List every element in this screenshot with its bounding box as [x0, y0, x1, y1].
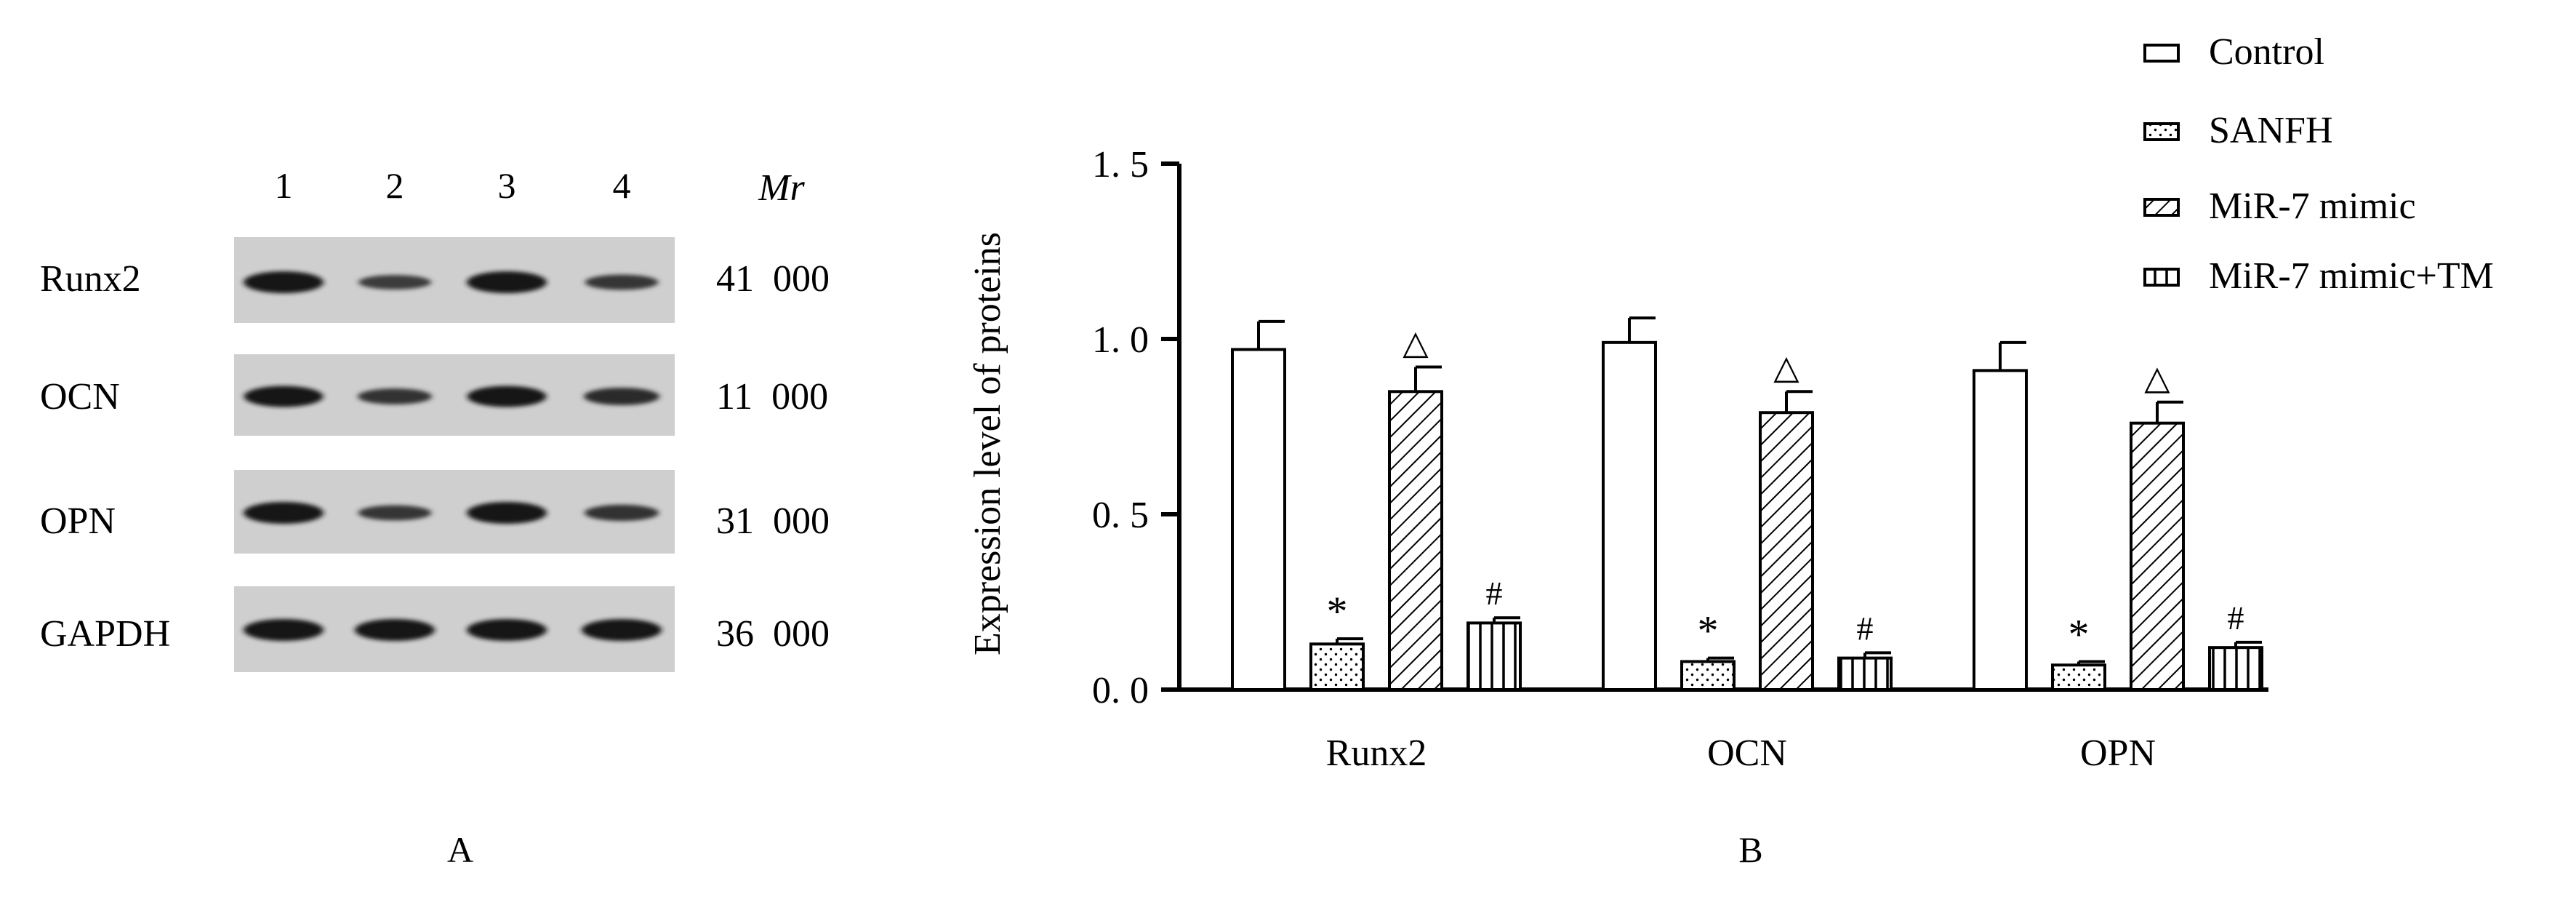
lane-label: 4: [613, 165, 631, 206]
blot-band: [244, 386, 324, 407]
y-tick-label: 1. 5: [1092, 144, 1149, 185]
molecular-weight: 41 000: [716, 258, 830, 300]
panel-label-a: A: [447, 829, 473, 870]
bar-mir-7-mimic-ocn: [1759, 411, 1814, 691]
blot-band: [582, 619, 662, 641]
legend-item-control: Control: [2143, 31, 2324, 73]
bar-control-opn: [1973, 369, 2028, 691]
protein-label: OPN: [40, 500, 116, 542]
bar-mir-7-mimic-tm-opn: [2208, 646, 2263, 691]
x-tick-label: Runx2: [1326, 733, 1427, 774]
bar-sanfh-ocn: [1680, 660, 1736, 692]
band-group: [244, 502, 659, 524]
molecular-weight: 31 000: [716, 500, 830, 542]
protein-label: Runx2: [40, 258, 141, 300]
legend-swatch: [2143, 44, 2180, 63]
bar-mir-7-mimic-tm-runx2: [1466, 621, 1522, 691]
bar-mir-7-mimic-tm-ocn: [1837, 656, 1893, 691]
blot-band: [584, 388, 659, 405]
protein-label: GAPDH: [40, 613, 170, 655]
blot-band: [584, 504, 659, 522]
band-group: [244, 271, 659, 293]
lane-label: 1: [275, 165, 293, 206]
significance-mark: *: [1327, 588, 1348, 635]
blot-row-runx2: Runx2 41 000: [40, 237, 830, 323]
protein-label: OCN: [40, 376, 120, 418]
bars: * △ # * △ # * △ #: [1231, 316, 2263, 692]
legend-item-mir7-mimic: MiR-7 mimic: [2143, 185, 2416, 227]
bar-chart-panel: Expression level of proteins 0. 0 0. 5 1. …: [967, 31, 2494, 870]
lane-labels: 1 2 3 4: [275, 165, 631, 206]
y-axis-label: Expression level of proteins: [967, 232, 1008, 655]
y-tick-label: 0. 0: [1092, 670, 1149, 711]
blot-band: [244, 619, 324, 641]
legend-label: MiR-7 mimic: [2209, 185, 2416, 227]
legend-item-mir7-mimic-tm: MiR-7 mimic+TM: [2143, 255, 2494, 297]
molecular-weight: 11 000: [716, 376, 828, 418]
significance-mark: *: [2069, 610, 2090, 658]
legend-swatch: [2143, 268, 2180, 287]
blot-band: [585, 274, 659, 290]
panel-label-b: B: [1738, 829, 1762, 870]
x-tick-label: OCN: [1707, 733, 1787, 774]
significance-mark: #: [2228, 599, 2244, 636]
legend-swatch: [2143, 198, 2180, 217]
significance-mark: △: [1403, 324, 1429, 362]
legend-label: Control: [2209, 31, 2324, 73]
blot-row-gapdh: GAPDH 36 000: [40, 586, 830, 672]
significance-mark: #: [1857, 610, 1874, 647]
blot-band: [358, 505, 432, 521]
blot-band: [244, 502, 324, 524]
bar-mir-7-mimic-runx2: [1388, 390, 1443, 691]
blot-band: [358, 275, 431, 290]
bar-sanfh-opn: [2051, 663, 2106, 692]
blot-band: [358, 388, 432, 404]
legend-swatch: [2143, 122, 2180, 141]
y-tick-label: 1. 0: [1092, 319, 1149, 361]
y-tick-label: 0. 5: [1092, 495, 1149, 536]
blot-band: [244, 271, 324, 293]
significance-mark: #: [1486, 575, 1503, 612]
lane-label: 2: [386, 165, 404, 206]
blot-band: [467, 271, 547, 293]
significance-mark: *: [1698, 607, 1719, 655]
significance-mark: △: [2144, 359, 2170, 396]
mr-header: Mr: [758, 167, 805, 209]
legend: Control SANFH MiR-7 mimic MiR-7 mimic+TM: [2143, 31, 2494, 297]
y-axis-ticks: 0. 0 0. 5 1. 0 1. 5: [1092, 144, 1179, 711]
x-tick-label: OPN: [2080, 733, 2156, 774]
bar-control-runx2: [1231, 348, 1286, 691]
western-blot-panel: 1 2 3 4 Mr Runx2 41 000 OCN 11 000 OPN 3…: [40, 165, 830, 870]
legend-item-sanfh: SANFH: [2143, 110, 2333, 151]
lane-label: 3: [498, 165, 516, 206]
blot-band: [467, 386, 547, 407]
legend-label: MiR-7 mimic+TM: [2209, 255, 2494, 297]
blot-row-opn: OPN 31 000: [40, 470, 830, 554]
blot-row-ocn: OCN 11 000: [40, 354, 828, 436]
band-group: [244, 619, 662, 641]
x-axis-ticks: Runx2 OCN OPN: [1326, 733, 2156, 774]
molecular-weight: 36 000: [716, 613, 830, 655]
blot-band: [467, 619, 547, 641]
bar-mir-7-mimic-opn: [2130, 421, 2185, 691]
bar-control-ocn: [1602, 340, 1657, 691]
blot-band: [355, 619, 435, 641]
significance-mark: △: [1773, 348, 1799, 386]
bar-sanfh-runx2: [1309, 642, 1365, 692]
legend-label: SANFH: [2209, 110, 2333, 151]
blot-band: [467, 502, 547, 524]
band-group: [244, 386, 659, 407]
